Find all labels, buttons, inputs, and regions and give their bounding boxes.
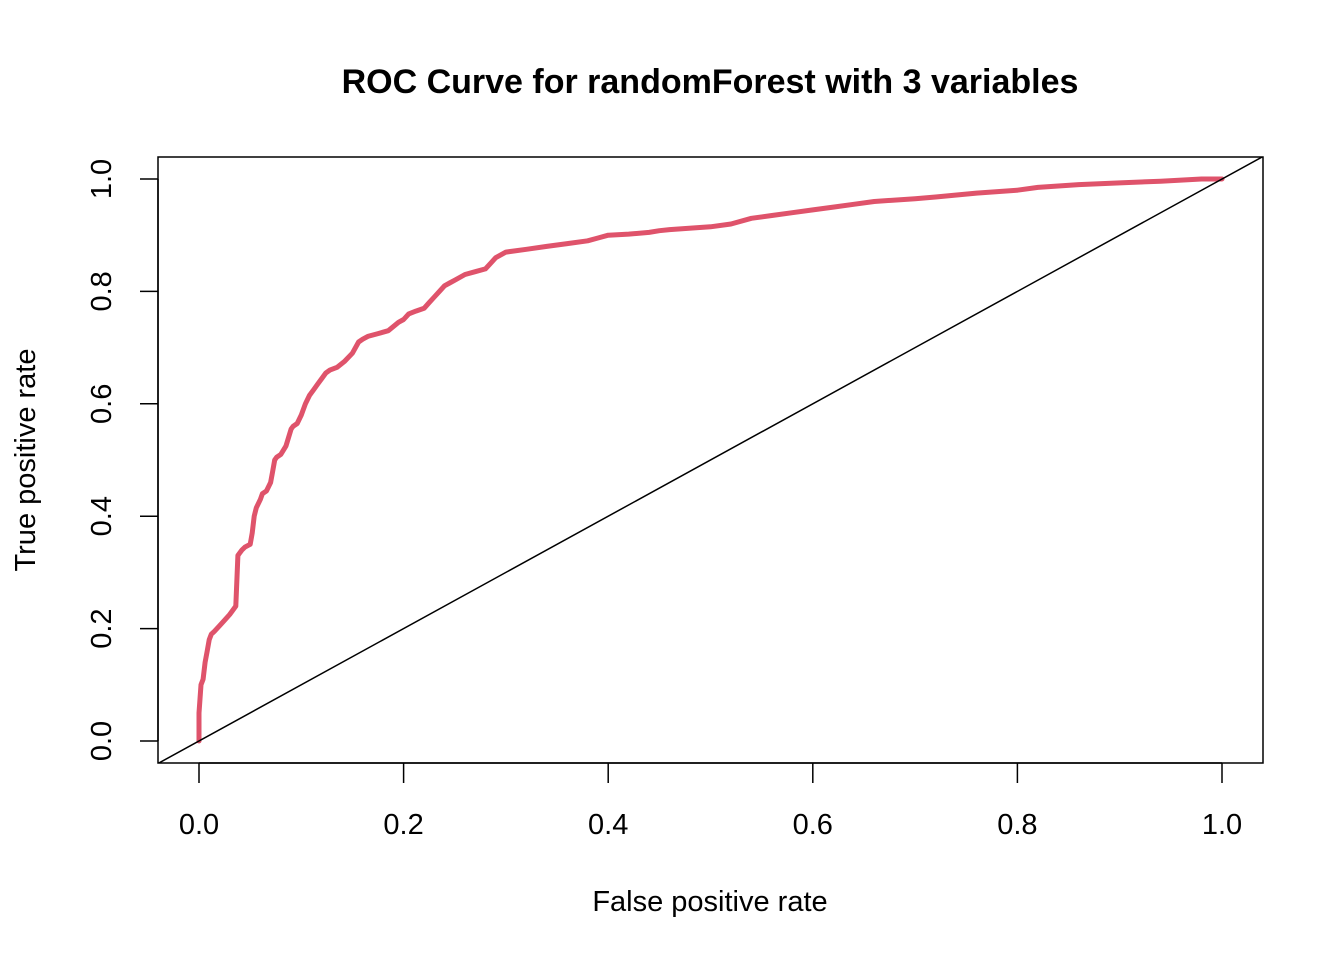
x-tick-label: 0.2 [383,809,423,841]
x-axis-label: False positive rate [592,886,827,918]
y-tick-label: 1.0 [86,159,118,199]
x-tick-label: 1.0 [1202,809,1242,841]
y-axis-label: True positive rate [10,349,42,572]
x-tick-label: 0.8 [997,809,1037,841]
y-tick-label: 0.2 [86,608,118,648]
roc-curve-line [196,176,1225,744]
chart-title: ROC Curve for randomForest with 3 variab… [342,63,1079,101]
y-tick-label: 0.6 [86,384,118,424]
y-tick-label: 0.4 [86,496,118,536]
x-tick-label: 0.0 [179,809,219,841]
diagonal-reference-line [158,157,1263,763]
x-tick-label: 0.6 [793,809,833,841]
x-tick-label: 0.4 [588,809,628,841]
y-tick-label: 0.0 [86,721,118,761]
y-tick-label: 0.8 [86,271,118,311]
